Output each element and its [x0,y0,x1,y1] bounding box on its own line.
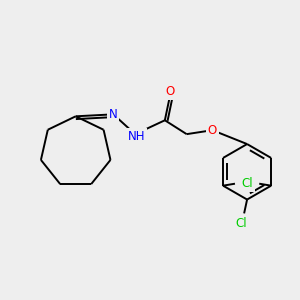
Text: Cl: Cl [235,217,247,230]
Text: O: O [208,124,217,137]
Text: Cl: Cl [242,177,253,190]
Text: NH: NH [128,130,145,142]
Text: O: O [165,85,174,98]
Text: N: N [109,108,118,121]
Text: Cl: Cl [241,177,253,190]
